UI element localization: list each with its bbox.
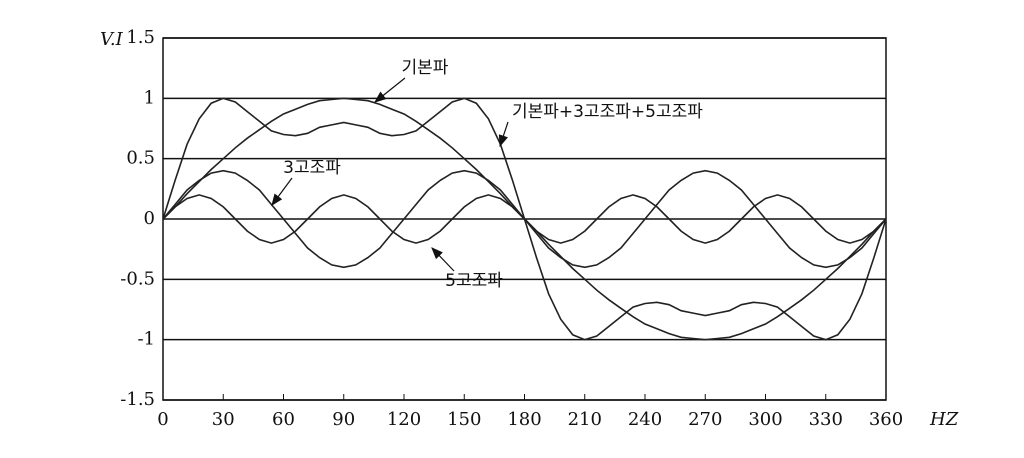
y-tick-label: -1.5 xyxy=(120,389,155,410)
y-tick-label: 1.5 xyxy=(126,27,155,48)
series-label: 3고조파 xyxy=(283,158,341,178)
x-tick-label: 30 xyxy=(212,409,235,430)
y-tick-label: 1 xyxy=(144,87,155,108)
x-tick-label: 300 xyxy=(748,409,782,430)
series-label: 기본파+3고조파+5고조파 xyxy=(512,102,703,122)
series-label: 기본파 xyxy=(402,58,449,78)
x-tick-label: 120 xyxy=(387,409,421,430)
x-tick-label: 90 xyxy=(332,409,355,430)
y-tick-label: -1 xyxy=(137,329,155,350)
y-tick-label: 0.5 xyxy=(126,148,155,169)
label-arrow xyxy=(498,121,509,148)
y-tick-label: 0 xyxy=(144,208,155,229)
y-tick-label: -0.5 xyxy=(120,268,155,289)
label-arrow xyxy=(271,177,293,206)
series-line xyxy=(162,97,887,341)
x-tick-label: 60 xyxy=(272,409,295,430)
x-tick-label: 0 xyxy=(157,409,168,430)
x-tick-label: 150 xyxy=(447,409,481,430)
label-arrow xyxy=(431,247,455,272)
y-axis-label: V.I xyxy=(100,29,124,50)
x-tick-label: 180 xyxy=(507,409,541,430)
series-label: 5고조파 xyxy=(445,271,503,291)
x-tick-label: 360 xyxy=(869,409,903,430)
label-arrow xyxy=(374,77,406,103)
x-tick-label: 270 xyxy=(688,409,722,430)
x-tick-label: 330 xyxy=(809,409,843,430)
x-axis-label: HZ xyxy=(929,409,959,430)
x-tick-label: 210 xyxy=(568,409,602,430)
x-tick-label: 240 xyxy=(628,409,662,430)
